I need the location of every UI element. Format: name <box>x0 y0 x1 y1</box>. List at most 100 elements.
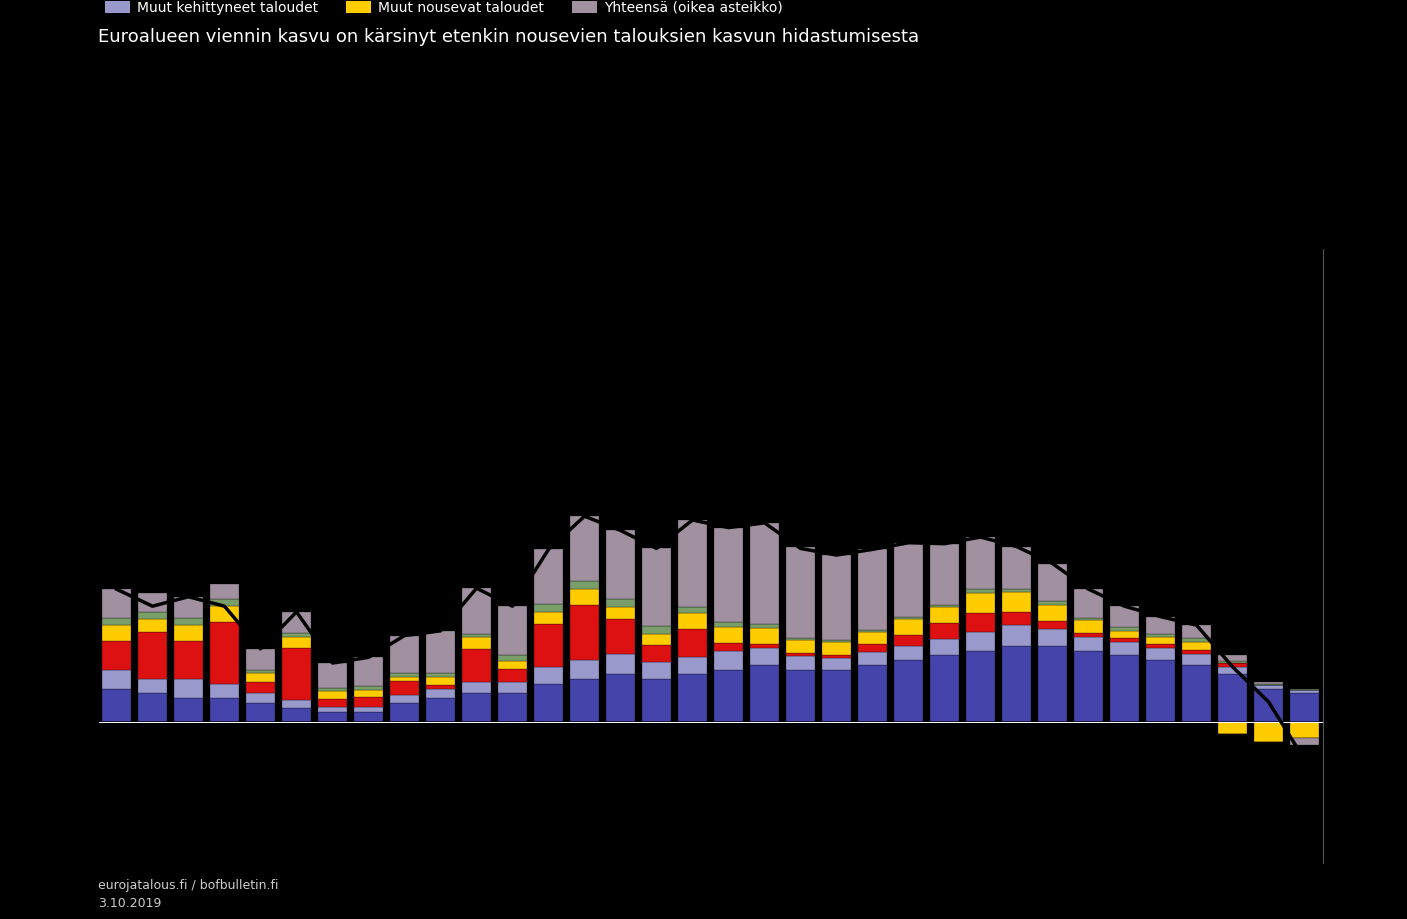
Bar <box>642 679 671 721</box>
Bar <box>965 537 995 589</box>
Bar <box>678 629 708 657</box>
Bar <box>318 687 348 691</box>
Bar <box>318 663 348 687</box>
Bar <box>785 670 815 721</box>
Bar <box>1218 663 1248 667</box>
Bar <box>281 632 311 637</box>
Bar <box>498 682 528 693</box>
Bar <box>785 656 815 670</box>
Bar <box>353 707 383 712</box>
Bar <box>570 581 599 589</box>
Bar <box>210 584 239 598</box>
Bar <box>101 670 131 688</box>
Bar <box>1218 721 1248 734</box>
Bar <box>1218 654 1248 661</box>
Bar <box>1145 637 1175 644</box>
Bar <box>1110 630 1140 639</box>
Bar <box>281 648 311 700</box>
Bar <box>930 655 960 721</box>
Bar <box>785 547 815 639</box>
Bar <box>461 638 491 649</box>
Bar <box>210 684 239 698</box>
Bar <box>1002 625 1031 646</box>
Bar <box>1110 607 1140 627</box>
Bar <box>210 598 239 607</box>
Bar <box>138 679 167 693</box>
Bar <box>353 657 383 686</box>
Bar <box>1145 617 1175 634</box>
Bar <box>822 641 851 642</box>
Bar <box>713 627 743 643</box>
Bar <box>533 684 563 721</box>
Bar <box>785 639 815 641</box>
Bar <box>965 613 995 631</box>
Bar <box>1002 612 1031 625</box>
Bar <box>570 516 599 581</box>
Bar <box>1038 601 1068 606</box>
Bar <box>1002 589 1031 592</box>
Bar <box>1182 625 1211 639</box>
Bar <box>101 641 131 670</box>
Bar <box>1254 688 1283 721</box>
Bar <box>642 645 671 662</box>
Bar <box>858 652 888 665</box>
Bar <box>533 612 563 624</box>
Bar <box>210 698 239 721</box>
Bar <box>822 658 851 670</box>
Bar <box>606 619 636 653</box>
Bar <box>1038 621 1068 629</box>
Bar <box>138 593 167 612</box>
Bar <box>461 649 491 682</box>
Bar <box>750 624 779 628</box>
Bar <box>893 660 923 721</box>
Bar <box>1290 738 1320 745</box>
Bar <box>246 649 276 670</box>
Bar <box>1182 653 1211 665</box>
Bar <box>822 654 851 658</box>
Bar <box>318 712 348 721</box>
Bar <box>533 667 563 684</box>
Bar <box>1290 721 1320 738</box>
Bar <box>822 555 851 641</box>
Bar <box>1110 655 1140 721</box>
Bar <box>1290 693 1320 721</box>
Bar <box>101 589 131 618</box>
Bar <box>1218 675 1248 721</box>
Bar <box>678 520 708 607</box>
Bar <box>965 593 995 613</box>
Bar <box>1182 639 1211 642</box>
Bar <box>1110 642 1140 655</box>
Bar <box>138 619 167 631</box>
Bar <box>1002 646 1031 721</box>
Bar <box>1074 637 1103 651</box>
Bar <box>533 605 563 612</box>
Bar <box>678 613 708 629</box>
Bar <box>1002 592 1031 612</box>
Bar <box>246 693 276 703</box>
Bar <box>750 665 779 721</box>
Bar <box>1182 650 1211 653</box>
Bar <box>210 622 239 684</box>
Bar <box>678 675 708 721</box>
Bar <box>533 624 563 667</box>
Bar <box>930 623 960 640</box>
Bar <box>713 622 743 627</box>
Bar <box>246 674 276 682</box>
Bar <box>606 607 636 619</box>
Bar <box>1074 618 1103 620</box>
Bar <box>1110 627 1140 630</box>
Bar <box>1254 721 1283 742</box>
Text: eurojatalous.fi / bofbulletin.fi
3.10.2019: eurojatalous.fi / bofbulletin.fi 3.10.20… <box>98 879 279 910</box>
Bar <box>246 703 276 721</box>
Bar <box>1218 667 1248 675</box>
Bar <box>1145 644 1175 648</box>
Bar <box>893 646 923 660</box>
Bar <box>858 631 888 644</box>
Bar <box>713 643 743 651</box>
Bar <box>246 682 276 693</box>
Bar <box>173 625 203 641</box>
Bar <box>1145 648 1175 660</box>
Bar <box>1290 689 1320 693</box>
Bar <box>138 612 167 619</box>
Bar <box>893 635 923 646</box>
